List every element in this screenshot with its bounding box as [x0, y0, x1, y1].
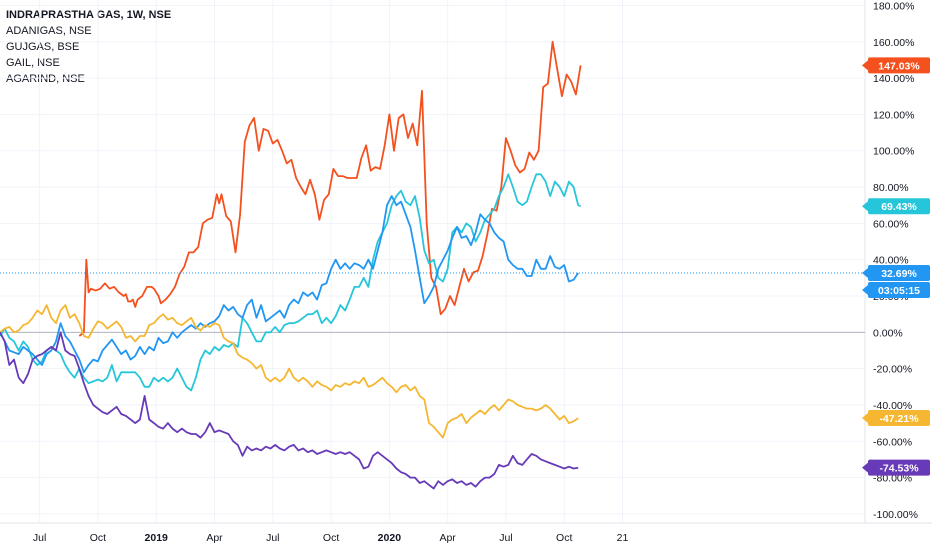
svg-text:-47.21%: -47.21% [879, 413, 919, 425]
x-tick-label: Jul [499, 532, 512, 544]
y-tick-label: -20.00% [873, 364, 912, 376]
x-tick-label: Apr [439, 532, 456, 544]
x-tick-label: Oct [90, 532, 106, 544]
legend-item-adanigas[interactable]: ADANIGAS, NSE [6, 25, 92, 37]
legend-item-gujgas[interactable]: GUJGAS, BSE [6, 41, 80, 53]
chart-legend: INDRAPRASTHA GAS, 1W, NSE ADANIGAS, NSE … [6, 7, 171, 87]
legend-item-agarind[interactable]: AGARIND, NSE [6, 73, 85, 85]
last-value-badges: 147.03% 69.43% 32.69% -47.21% -74.53% 03:05:1… [862, 57, 930, 476]
y-tick-label: 60.00% [873, 218, 909, 230]
y-tick-label: -60.00% [873, 436, 912, 448]
last-value-badge-2: 32.69% [862, 264, 930, 281]
y-tick-label: 80.00% [873, 182, 909, 194]
time-axis[interactable]: Jul Oct 2019 Apr Jul Oct 2020 Apr Jul Oct 21 [33, 532, 629, 544]
legend-item-gail[interactable]: GAIL, NSE [6, 57, 60, 69]
svg-text:69.43%: 69.43% [881, 201, 917, 213]
grid [0, 0, 932, 524]
y-tick-label: -100.00% [873, 509, 918, 521]
series-lines [0, 40, 865, 490]
x-tick-label: 2020 [378, 532, 402, 544]
svg-text:32.69%: 32.69% [881, 268, 917, 280]
x-tick-label: Jul [266, 532, 279, 544]
y-tick-label: 40.00% [873, 255, 909, 267]
series-line-3 [0, 304, 579, 439]
x-tick-label: 21 [617, 532, 629, 544]
last-value-badge-4: -74.53% [862, 459, 930, 476]
series-line-2 [0, 195, 579, 374]
y-tick-label: 160.00% [873, 37, 914, 49]
bar-countdown-badge: 03:05:15 [862, 281, 930, 298]
svg-text:03:05:15: 03:05:15 [878, 285, 920, 297]
price-axis[interactable]: 180.00% 160.00% 140.00% 120.00% 100.00% 80.00… [873, 0, 918, 520]
last-value-badge-3: -47.21% [862, 410, 930, 427]
series-line-1 [0, 173, 581, 392]
svg-text:-74.53%: -74.53% [879, 463, 919, 475]
y-tick-label: -40.00% [873, 400, 912, 412]
y-tick-label: 140.00% [873, 73, 914, 85]
x-tick-label: 2019 [145, 532, 169, 544]
x-tick-label: Oct [323, 532, 339, 544]
series-line-4 [0, 331, 579, 490]
last-value-badge-0: 147.03% [862, 57, 930, 74]
y-tick-label: 100.00% [873, 146, 914, 158]
y-tick-label: 180.00% [873, 0, 914, 12]
svg-text:147.03%: 147.03% [878, 60, 920, 72]
x-tick-label: Jul [33, 532, 46, 544]
series-line-0 [78, 40, 582, 337]
x-tick-label: Apr [206, 532, 223, 544]
y-tick-label: 0.00% [873, 327, 903, 339]
x-tick-label: Oct [556, 532, 572, 544]
y-tick-label: 120.00% [873, 109, 914, 121]
last-value-badge-1: 69.43% [862, 198, 930, 215]
legend-main-symbol[interactable]: INDRAPRASTHA GAS, 1W, NSE [6, 9, 172, 21]
